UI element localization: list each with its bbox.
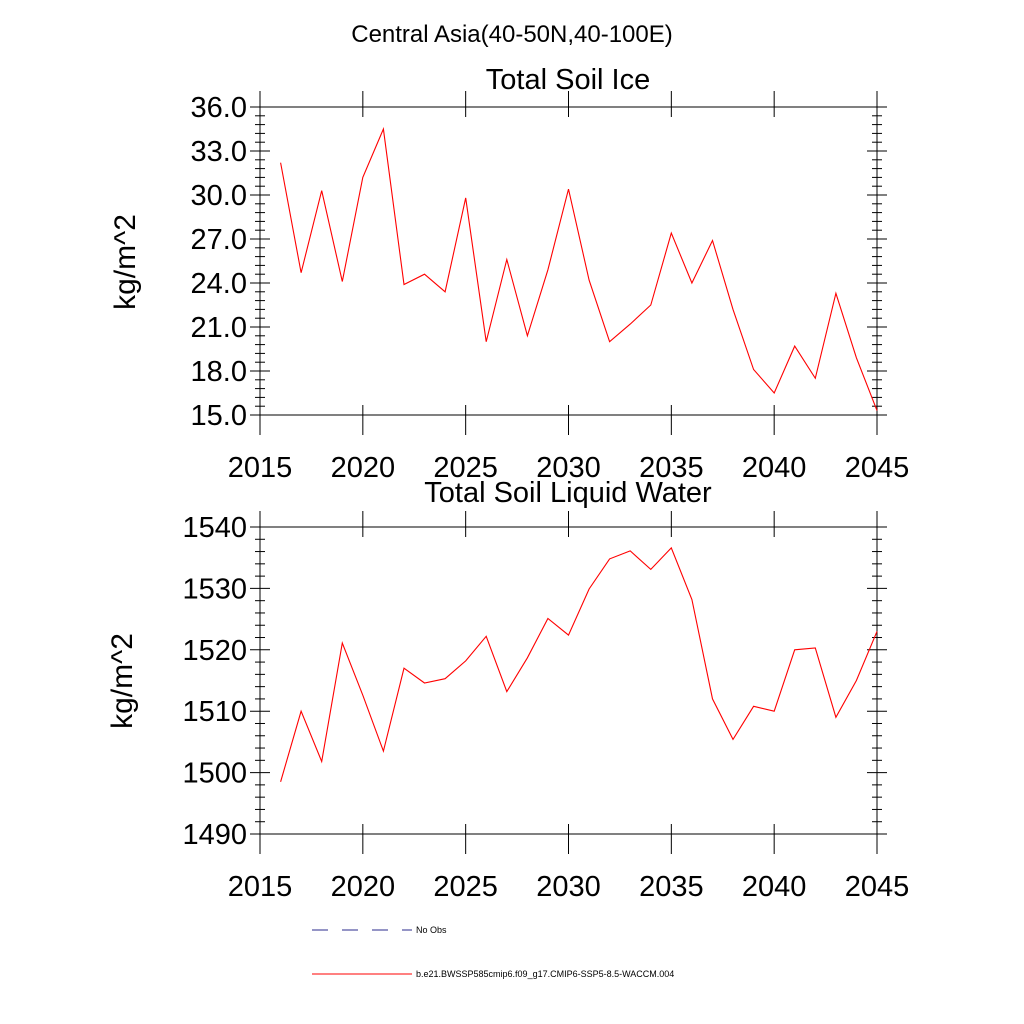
x-ticks: 2015 2020 2025 2030 2035 2040 2045	[228, 511, 910, 903]
x-tick-label: 2035	[639, 452, 704, 484]
series-line	[280, 126, 878, 411]
y-ticks: 15.0 18.0 21.0 24.0 27.0 30.0 33.0 36.0	[191, 92, 887, 432]
y-ticks: 1490 1500 1510 1520 1530 1540	[182, 512, 887, 851]
y-axis-label: kg/m^2	[109, 214, 142, 310]
y-tick-label: 1530	[182, 573, 247, 605]
series-group	[280, 546, 878, 782]
y-tick-label: 24.0	[191, 268, 247, 300]
y-tick-label: 36.0	[191, 92, 247, 124]
y-tick-label: 1490	[182, 819, 247, 851]
x-tick-label: 2040	[742, 871, 807, 903]
y-axis-label: kg/m^2	[106, 633, 139, 729]
x-tick-label: 2045	[845, 871, 910, 903]
legend-label: No Obs	[416, 925, 447, 935]
y-tick-label: 1510	[182, 696, 247, 728]
x-tick-label: 2030	[536, 871, 601, 903]
x-tick-label: 2025	[433, 871, 498, 903]
x-ticks: 2015 2020 2025 2030 2035 2040 2045	[228, 91, 910, 484]
legend: No Obs b.e21.BWSSP585cmip6.f09_g17.CMIP6…	[312, 925, 674, 979]
legend-item-no-obs: No Obs	[312, 925, 447, 935]
x-tick-label: 2025	[433, 452, 498, 484]
panel-total-soil-ice: Total Soil Ice kg/m^2 15.0 18.0 21.0 24.0 27…	[109, 64, 909, 484]
y-tick-label: 1520	[182, 635, 247, 667]
panel-title: Total Soil Liquid Water	[424, 477, 712, 509]
y-tick-label: 30.0	[191, 180, 247, 212]
x-tick-label: 2040	[742, 452, 807, 484]
legend-item-model-run: b.e21.BWSSP585cmip6.f09_g17.CMIP6-SSP5-8…	[312, 969, 674, 979]
figure-title: Central Asia(40-50N,40-100E)	[351, 21, 673, 48]
y-tick-label: 33.0	[191, 136, 247, 168]
panel-total-soil-liquid-water: Total Soil Liquid Water kg/m^2 149015001…	[106, 477, 909, 903]
y-tick-label: 1540	[182, 512, 247, 544]
panel-title: Total Soil Ice	[486, 64, 650, 96]
y-tick-label: 21.0	[191, 312, 247, 344]
y-tick-label: 27.0	[191, 224, 247, 256]
series-group	[280, 126, 878, 411]
x-tick-label: 2045	[845, 452, 910, 484]
y-tick-label: 1500	[182, 758, 247, 790]
x-tick-label: 2030	[536, 452, 601, 484]
series-line	[280, 546, 878, 782]
x-tick-label: 2035	[639, 871, 704, 903]
x-tick-label: 2015	[228, 452, 293, 484]
y-tick-label: 15.0	[191, 400, 247, 432]
x-tick-label: 2020	[331, 452, 396, 484]
legend-label: b.e21.BWSSP585cmip6.f09_g17.CMIP6-SSP5-8…	[416, 969, 674, 979]
x-tick-label: 2015	[228, 871, 293, 903]
y-tick-label: 18.0	[191, 356, 247, 388]
x-tick-label: 2020	[331, 871, 396, 903]
